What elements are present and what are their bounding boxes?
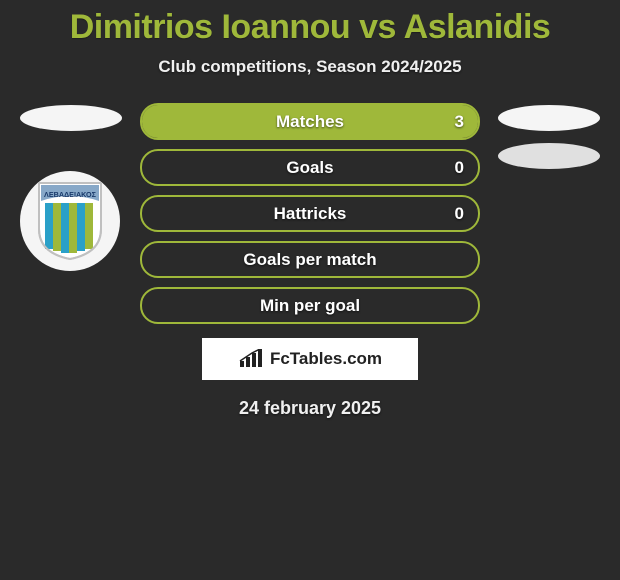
comparison-row: ΛΕΒΑΔΕΙΑΚΟΣ Matches 3 bbox=[0, 103, 620, 324]
brand-badge: FcTables.com bbox=[202, 338, 418, 380]
shield-icon: ΛΕΒΑΔΕΙΑΚΟΣ bbox=[35, 181, 105, 261]
stat-row-goals: Goals 0 bbox=[140, 149, 480, 186]
stat-row-hattricks: Hattricks 0 bbox=[140, 195, 480, 232]
stat-right-value: 0 bbox=[455, 158, 464, 178]
player-slot-left-1 bbox=[20, 105, 122, 131]
stat-right-value: 0 bbox=[455, 204, 464, 224]
stat-label: Goals bbox=[286, 158, 333, 178]
stat-row-goals-per-match: Goals per match bbox=[140, 241, 480, 278]
player-slot-right-1 bbox=[498, 105, 600, 131]
stat-label: Hattricks bbox=[274, 204, 347, 224]
stat-row-matches: Matches 3 bbox=[140, 103, 480, 140]
stat-list: Matches 3 Goals 0 Hattricks 0 Goals per … bbox=[140, 103, 480, 324]
season-subtitle: Club competitions, Season 2024/2025 bbox=[0, 57, 620, 77]
infographic-card: Dimitrios Ioannou vs Aslanidis Club comp… bbox=[0, 0, 620, 419]
svg-text:ΛΕΒΑΔΕΙΑΚΟΣ: ΛΕΒΑΔΕΙΑΚΟΣ bbox=[44, 190, 97, 199]
stat-label: Goals per match bbox=[243, 250, 376, 270]
stat-label: Matches bbox=[276, 112, 344, 132]
club-crest-left: ΛΕΒΑΔΕΙΑΚΟΣ bbox=[20, 171, 120, 271]
page-title: Dimitrios Ioannou vs Aslanidis bbox=[0, 8, 620, 47]
date-label: 24 february 2025 bbox=[0, 398, 620, 419]
stat-label: Min per goal bbox=[260, 296, 360, 316]
stat-right-value: 3 bbox=[455, 112, 464, 132]
player-slot-right-2 bbox=[498, 143, 600, 169]
brand-text: FcTables.com bbox=[270, 349, 382, 369]
stat-row-min-per-goal: Min per goal bbox=[140, 287, 480, 324]
bars-icon bbox=[238, 349, 264, 369]
left-player-col: ΛΕΒΑΔΕΙΑΚΟΣ bbox=[20, 103, 122, 271]
right-player-col bbox=[498, 103, 600, 169]
